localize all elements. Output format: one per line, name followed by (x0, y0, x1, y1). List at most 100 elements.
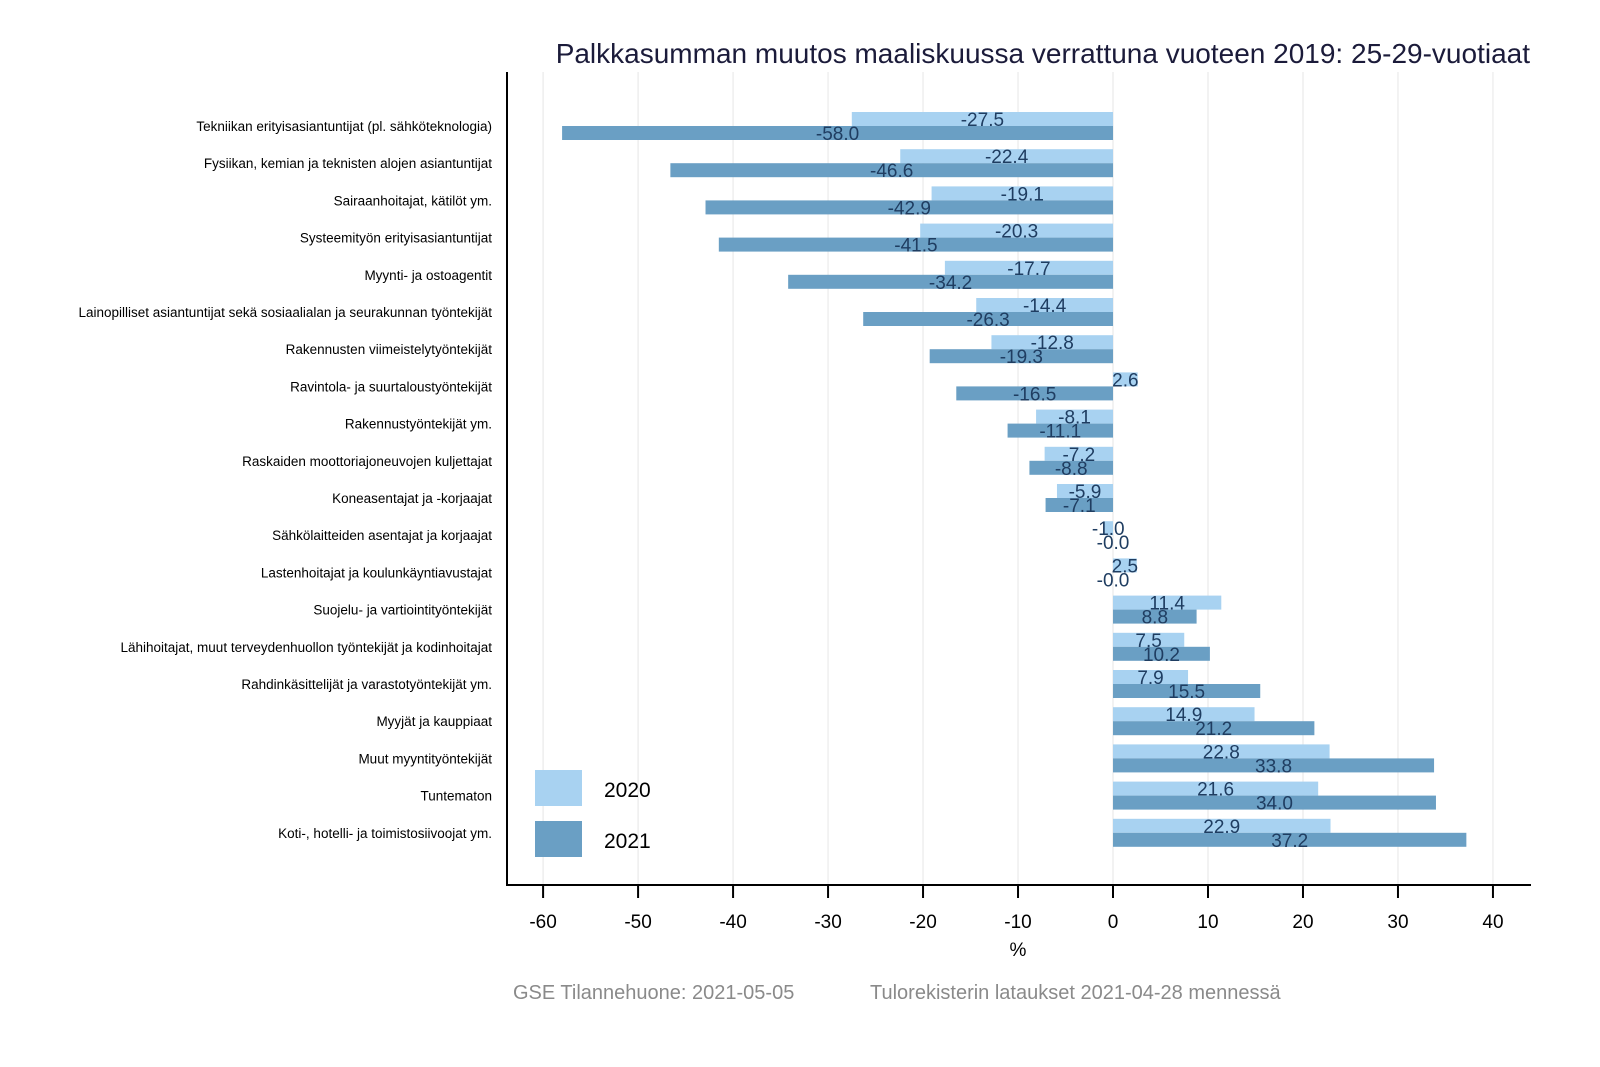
category-label: Koneasentajat ja -korjaajat (332, 491, 492, 506)
data-label-2020: -8.1 (1058, 408, 1091, 429)
data-label-2021: -0.0 (1097, 533, 1130, 554)
data-label-2020: -1.0 (1092, 519, 1125, 540)
data-label-2020: -19.1 (1001, 184, 1044, 205)
x-tick-label: -30 (814, 912, 841, 933)
footer-source: GSE Tilannehuone: 2021-05-05 (513, 982, 794, 1004)
data-label-2020: 2.5 (1112, 556, 1138, 577)
bar-2020 (1113, 818, 1331, 833)
data-label-2021: 37.2 (1271, 831, 1308, 852)
category-label: Sähkölaitteiden asentajat ja korjaajat (272, 528, 492, 543)
chart-title: Palkkasumman muutos maaliskuussa verratt… (556, 38, 1531, 69)
data-label-2021: 8.8 (1142, 608, 1168, 629)
category-label: Tuntematon (420, 789, 492, 804)
bar-2021 (1113, 646, 1210, 661)
bar-2020 (944, 260, 1114, 275)
data-label-2021: -11.1 (1039, 422, 1081, 443)
x-tick-label: -50 (624, 912, 651, 933)
x-axis-label: % (1010, 940, 1027, 961)
data-label-2021: 10.2 (1143, 645, 1180, 666)
data-label-2021: -19.3 (1000, 347, 1043, 368)
bar-2021 (1045, 498, 1114, 512)
bar-2020 (1113, 670, 1189, 684)
bar-2020 (900, 149, 1114, 164)
data-label-2020: -17.7 (1007, 259, 1050, 280)
data-label-2021: -0.0 (1097, 570, 1130, 591)
bar-2020 (991, 335, 1114, 350)
bar-2020 (920, 223, 1114, 238)
legend-label-2020: 2020 (604, 779, 651, 802)
category-label: Raskaiden moottoriajoneuvojen kuljettaja… (242, 454, 492, 469)
data-label-2021: -8.8 (1055, 459, 1088, 480)
bar-2021 (1113, 609, 1197, 624)
bar-2021 (1113, 721, 1315, 736)
data-label-2020: -14.4 (1023, 296, 1067, 317)
data-label-2020: 7.9 (1137, 668, 1163, 689)
category-label: Sairaanhoitajat, kätilöt ym. (334, 193, 492, 208)
x-tick-label: 40 (1482, 912, 1503, 933)
bar-2020 (1056, 484, 1114, 498)
legend-swatch-2020 (535, 770, 582, 806)
data-label-2020: 11.4 (1149, 594, 1185, 615)
x-tick-label: 20 (1292, 912, 1313, 933)
data-label-2020: 2.6 (1112, 370, 1138, 391)
bar-2021 (788, 274, 1114, 289)
footer-note: Tulorekisterin lataukset 2021-04-28 menn… (870, 982, 1281, 1004)
data-label-2021: 15.5 (1168, 682, 1205, 703)
category-label: Lähihoitajat, muut terveydenhuollon työn… (121, 640, 493, 655)
category-label: Lainopilliset asiantuntijat sekä sosiaal… (78, 305, 492, 320)
x-tick-label: 10 (1197, 912, 1218, 933)
data-label-2020: 22.8 (1203, 742, 1240, 763)
bar-2020 (1113, 744, 1330, 759)
data-label-2021: 21.2 (1195, 719, 1232, 740)
data-label-2020: 14.9 (1165, 705, 1202, 726)
bar-2020 (851, 112, 1114, 126)
category-label: Ravintola- ja suurtaloustyöntekijät (290, 379, 492, 394)
bar-2021 (1113, 684, 1261, 698)
data-label-2021: -34.2 (929, 273, 972, 294)
bar-2020 (1113, 781, 1319, 796)
data-label-2020: -27.5 (961, 110, 1004, 131)
category-label: Tekniikan erityisasiantuntijat (pl. sähk… (196, 119, 492, 134)
category-label: Rakennustyöntekijät ym. (345, 417, 492, 432)
x-tick-label: -40 (719, 912, 746, 933)
bar-2020 (1113, 595, 1222, 610)
data-label-2020: -20.3 (995, 222, 1038, 243)
bar-2020 (1113, 558, 1137, 573)
bar-2021 (1007, 423, 1114, 438)
bar-2021 (929, 349, 1114, 364)
bar-2021 (1113, 795, 1436, 810)
category-label: Myyjät ja kauppiaat (376, 714, 492, 729)
data-label-2020: 7.5 (1135, 631, 1161, 652)
bar-2021 (670, 163, 1114, 178)
data-label-2021: -58.0 (816, 124, 859, 145)
category-label: Lastenhoitajat ja koulunkäyntiavustajat (261, 565, 492, 580)
bar-2021 (705, 200, 1114, 215)
x-tick-label: -20 (909, 912, 936, 933)
data-label-2021: -41.5 (894, 236, 937, 257)
data-label-2020: 22.9 (1203, 817, 1240, 838)
bar-2020 (1113, 372, 1138, 387)
x-tick-label: 30 (1387, 912, 1408, 933)
legend-swatch-2021 (535, 821, 582, 857)
category-label: Myynti- ja ostoagentit (364, 268, 492, 283)
x-tick-label: -10 (1004, 912, 1031, 933)
bar-2020 (1103, 521, 1114, 536)
category-label: Suojelu- ja vartiointityöntekijät (313, 603, 492, 618)
bar-2020 (931, 186, 1114, 201)
bar-2021 (863, 312, 1114, 326)
bar-2020 (1044, 446, 1114, 461)
bar-2021 (956, 386, 1114, 401)
data-label-2021: -42.9 (888, 198, 931, 219)
bar-2020 (1113, 707, 1255, 722)
data-label-2020: 21.6 (1197, 780, 1234, 801)
data-label-2020: -22.4 (985, 147, 1029, 168)
category-label: Muut myyntityöntekijät (358, 751, 492, 766)
bar-2020 (1036, 409, 1114, 424)
data-label-2021: 33.8 (1255, 756, 1292, 777)
bar-2021 (718, 237, 1114, 252)
category-label: Koti-, hotelli- ja toimistosiivoojat ym. (278, 826, 492, 841)
data-label-2020: -5.9 (1069, 482, 1102, 503)
x-tick-label: -60 (529, 912, 556, 933)
category-label: Fysiikan, kemian ja teknisten alojen asi… (204, 156, 492, 171)
